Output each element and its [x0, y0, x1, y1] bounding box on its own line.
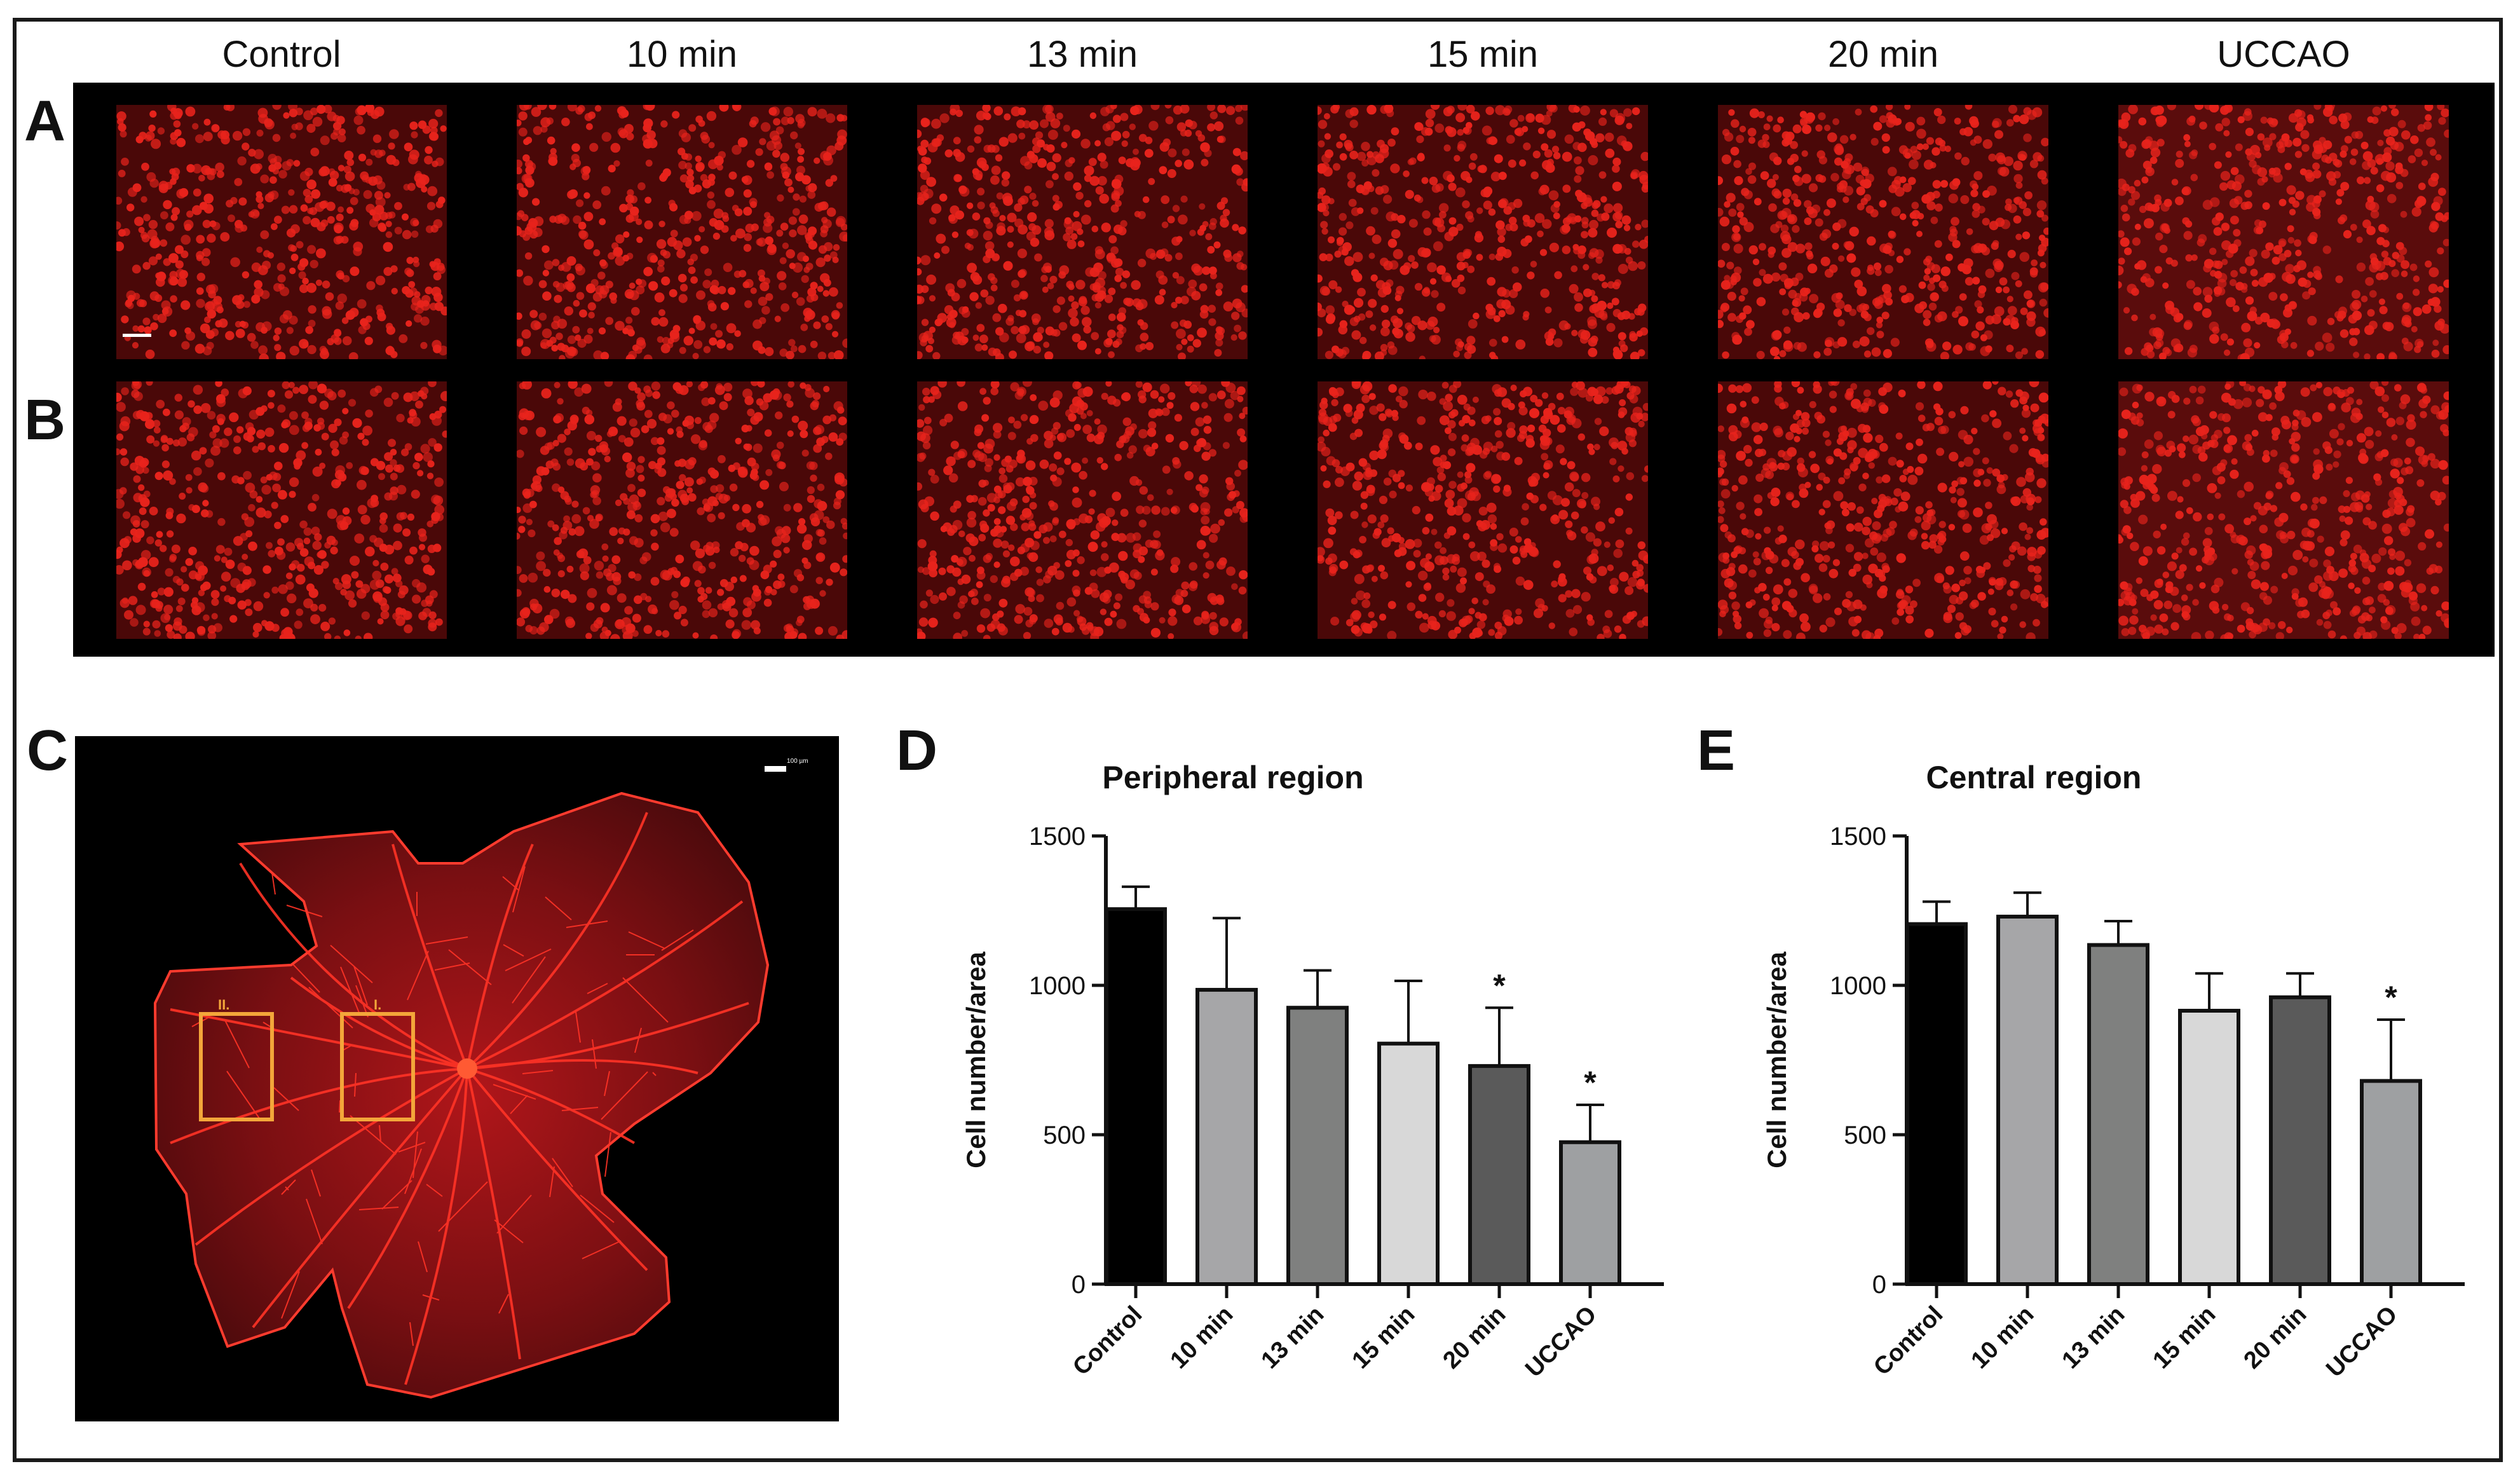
micrograph-central-2 — [917, 381, 1248, 639]
chart-d-bar-3 — [1377, 1041, 1440, 1286]
micrograph-central-1 — [517, 381, 847, 639]
micrograph-background — [73, 83, 2495, 657]
chart-e-bar-2 — [2087, 943, 2149, 1286]
chart-d-bar-4 — [1468, 1064, 1530, 1287]
micrograph-central-4 — [1718, 381, 2048, 639]
micrograph-peripheral-0 — [116, 105, 447, 359]
micrograph-central-0 — [116, 381, 447, 639]
chart-e-bar-5 — [2360, 1079, 2422, 1287]
chart-e-bar-1 — [1996, 914, 2059, 1286]
micrograph-peripheral-5 — [2118, 105, 2449, 359]
figure-frame — [13, 18, 2503, 1462]
chart-d-xtick-label-3: 15 min — [1347, 1301, 1420, 1374]
column-title-5: UCCAO — [2217, 34, 2350, 75]
column-title-2: 13 min — [1026, 34, 1138, 75]
column-title-4: 20 min — [1827, 34, 1939, 75]
panel-label-a: A — [24, 90, 65, 153]
chart-e-bar-4 — [2269, 995, 2331, 1286]
scale-bar — [765, 766, 786, 772]
column-title-3: 15 min — [1427, 34, 1539, 75]
chart-d-ylabel: Cell number/area — [961, 951, 991, 1168]
micrograph-peripheral-1 — [517, 105, 847, 359]
micrograph-peripheral-4 — [1718, 105, 2048, 359]
micrograph-peripheral-2 — [917, 105, 1248, 359]
chart-e-xtick-label-1: 10 min — [1966, 1301, 2040, 1374]
column-title-0: Control — [222, 34, 341, 75]
chart-peripheral-region: Peripheral region Cell number/area 0 500 100… — [915, 737, 1678, 1449]
chart-e-significance-5: * — [2385, 980, 2397, 1015]
chart-d-ytick-label-3: 1500 — [1029, 823, 1086, 851]
retina-flatmount-image: II. I. 100 µm — [75, 736, 839, 1421]
panel-label-c: C — [27, 719, 68, 783]
chart-d-ytick-label-2: 1000 — [1029, 972, 1086, 1000]
chart-e-ytick-label-1: 500 — [1844, 1121, 1886, 1149]
chart-d-significance-4: * — [1493, 968, 1506, 1003]
panel-label-e: E — [1697, 719, 1736, 783]
micrograph-peripheral-3 — [1318, 105, 1648, 359]
chart-e-bar-0 — [1905, 922, 1968, 1286]
chart-e-xtick-label-0: Control — [1869, 1301, 1948, 1381]
chart-e-xtick-label-4: 20 min — [2239, 1301, 2312, 1374]
chart-d-xtick-label-5: UCCAO — [1520, 1301, 1602, 1383]
chart-d-xtick-label-4: 20 min — [1438, 1301, 1511, 1374]
chart-d-ytick-label-1: 500 — [1043, 1121, 1086, 1149]
chart-d-xtick-label-2: 13 min — [1257, 1301, 1330, 1374]
chart-central-region: Central region Cell number/area 0 500 1000 15… — [1716, 737, 2479, 1449]
chart-e-title: Central region — [1926, 760, 2142, 795]
chart-d-xtick-label-0: Control — [1068, 1301, 1147, 1381]
chart-e-xtick-label-5: UCCAO — [2321, 1301, 2402, 1383]
chart-d-title: Peripheral region — [1102, 760, 1363, 795]
chart-d-bar-0 — [1105, 907, 1167, 1286]
panel-label-b: B — [24, 388, 65, 452]
panel-label-d: D — [896, 719, 937, 783]
chart-d-bar-1 — [1195, 988, 1258, 1286]
chart-d-bar-2 — [1286, 1006, 1349, 1286]
micrograph-central-5 — [2118, 381, 2449, 639]
roi-label-central: I. — [374, 997, 381, 1013]
scale-bar-label: 100 µm — [787, 758, 808, 765]
roi-box-peripheral — [199, 1012, 274, 1121]
optic-disc — [457, 1058, 477, 1079]
retina-tissue — [153, 791, 770, 1399]
roi-box-central — [340, 1012, 415, 1121]
chart-e-ytick-label-3: 1500 — [1830, 823, 1886, 851]
chart-e-ytick-label-0: 0 — [1872, 1271, 1886, 1299]
chart-e-ylabel: Cell number/area — [1762, 951, 1792, 1168]
chart-d-bar-5 — [1559, 1140, 1621, 1286]
roi-label-peripheral: II. — [218, 997, 229, 1013]
chart-d-significance-5: * — [1584, 1065, 1597, 1100]
micrograph-central-3 — [1318, 381, 1648, 639]
chart-e-ytick-label-2: 1000 — [1830, 972, 1886, 1000]
chart-e-bar-3 — [2178, 1008, 2240, 1286]
chart-d-xtick-label-1: 10 min — [1166, 1301, 1239, 1374]
column-title-1: 10 min — [626, 34, 738, 75]
chart-e-xtick-label-2: 13 min — [2057, 1301, 2130, 1374]
retina-flatmount-drawing: II. I. 100 µm — [153, 758, 808, 1399]
chart-d-ytick-label-0: 0 — [1072, 1271, 1086, 1299]
chart-e-xtick-label-3: 15 min — [2148, 1301, 2221, 1374]
